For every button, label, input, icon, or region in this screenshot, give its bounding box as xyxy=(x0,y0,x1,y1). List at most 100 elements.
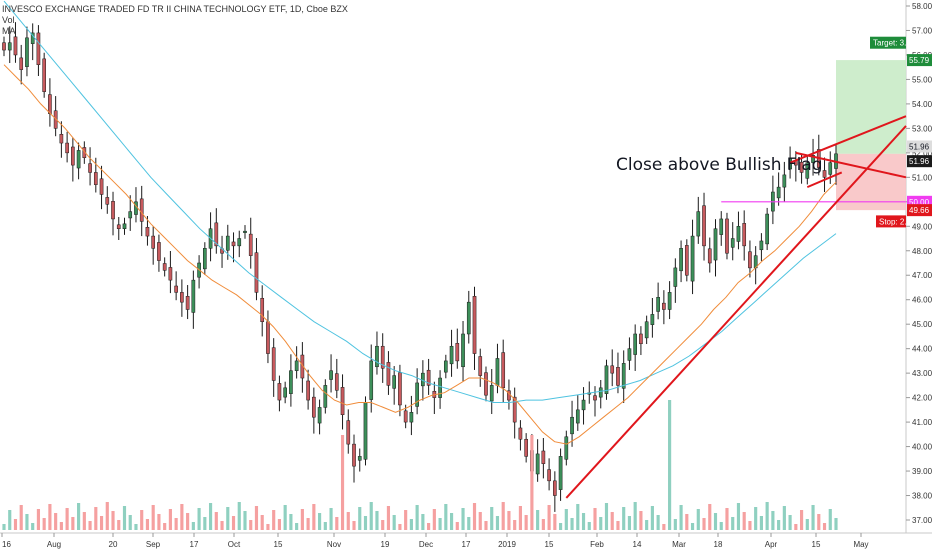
volume-bar xyxy=(19,505,23,530)
candle-body xyxy=(639,333,643,345)
candle-body xyxy=(352,443,356,467)
y-tick-label: 51.00 xyxy=(912,173,932,182)
volume-bar xyxy=(754,507,758,530)
candle-body xyxy=(174,285,178,293)
candle-body xyxy=(472,296,477,354)
volume-bar xyxy=(427,523,431,530)
volume-bar xyxy=(708,504,712,530)
y-tick-label: 48.00 xyxy=(912,247,932,256)
volume-bar xyxy=(220,521,224,530)
volume-bar xyxy=(713,513,718,530)
y-tick-label: 52.00 xyxy=(912,149,932,158)
candle-body xyxy=(7,42,12,51)
volume-bar xyxy=(289,514,293,530)
candle-body xyxy=(36,32,41,65)
volume-bar xyxy=(157,514,161,530)
volume-bar xyxy=(168,509,172,530)
volume-bar xyxy=(398,524,402,530)
volume-bar xyxy=(616,521,620,530)
x-tick-label: 20 xyxy=(109,540,118,549)
y-tick-label: 49.00 xyxy=(912,222,932,231)
x-tick-label: Sep xyxy=(146,540,161,549)
indicator-ma[interactable]: MA xyxy=(2,26,16,36)
volume-bar xyxy=(31,523,35,530)
candle-body xyxy=(139,198,144,222)
volume-bar xyxy=(541,519,545,530)
candle-body xyxy=(570,416,574,435)
x-tick-label: Apr xyxy=(765,540,778,549)
volume-bar xyxy=(128,515,132,530)
volume-bar xyxy=(312,504,316,530)
volume-bar xyxy=(432,509,436,530)
candle-body xyxy=(392,375,397,389)
candle-body xyxy=(214,222,219,247)
candle-body xyxy=(71,146,75,166)
candle-body xyxy=(254,252,259,293)
x-tick-label: 19 xyxy=(381,540,390,549)
volume-bar xyxy=(736,503,741,530)
candle-body xyxy=(306,380,310,401)
volume-bar xyxy=(88,521,92,530)
target-label: Target: 3.8 xyxy=(873,39,911,48)
volume-bar xyxy=(151,505,155,530)
target-label-bg xyxy=(870,36,906,49)
volume-bar xyxy=(449,513,454,530)
volume-bar xyxy=(122,506,127,530)
volume-bar xyxy=(702,518,706,530)
candle-body xyxy=(673,267,678,287)
candle-body xyxy=(455,343,460,362)
candle-body xyxy=(558,456,563,490)
indicator-vol[interactable]: Vol xyxy=(2,15,15,25)
volume-bar xyxy=(266,524,270,530)
candle-body xyxy=(748,251,752,269)
volume-bar xyxy=(553,514,557,530)
candle-body xyxy=(524,438,528,457)
y-tick-label: 41.00 xyxy=(912,418,932,427)
volume-bar xyxy=(277,519,281,530)
candle-body xyxy=(53,110,58,129)
volume-bar xyxy=(77,503,81,530)
volume-bar xyxy=(610,512,614,530)
volume-bar xyxy=(105,502,109,530)
candle-body xyxy=(449,345,454,365)
volume-bar xyxy=(650,506,654,530)
x-tick-label: 15 xyxy=(812,540,821,549)
volume-bar xyxy=(329,508,333,530)
candle-body xyxy=(501,352,506,389)
volume-bar xyxy=(576,504,580,530)
volume-bar xyxy=(191,522,195,530)
volume-bar xyxy=(82,512,86,530)
candle-body xyxy=(105,197,110,205)
volume-bar xyxy=(536,510,540,530)
y-tick-label: 55.00 xyxy=(912,75,932,84)
candle-body xyxy=(581,399,586,411)
candle-body xyxy=(598,387,603,398)
candle-body xyxy=(644,321,649,339)
volume-bar xyxy=(731,517,735,530)
volume-bar xyxy=(822,523,827,530)
x-tick-label: Feb xyxy=(590,540,604,549)
volume-bar xyxy=(673,519,677,530)
volume-bar xyxy=(306,518,310,530)
candle-body xyxy=(593,395,597,401)
y-tick-label: 39.00 xyxy=(912,467,932,476)
x-tick-label: 18 xyxy=(714,540,723,549)
candle-body xyxy=(822,170,827,178)
current-price-tag-a: 51.96 xyxy=(909,142,930,151)
volume-bar xyxy=(633,502,637,530)
volume-bar xyxy=(99,516,104,530)
volume-bar xyxy=(547,505,551,530)
candle-body xyxy=(283,387,287,398)
candle-body xyxy=(386,362,391,386)
candle-body xyxy=(621,363,626,389)
candle-body xyxy=(334,373,339,391)
candle-body xyxy=(541,450,546,464)
candle-body xyxy=(271,347,276,381)
volume-bar xyxy=(679,505,683,530)
target-price-tag-bg xyxy=(907,54,932,67)
candle-body xyxy=(25,37,29,67)
candle-body xyxy=(438,377,442,398)
candle-body xyxy=(248,233,253,256)
candle-body xyxy=(575,409,580,424)
candle-body xyxy=(30,32,35,44)
